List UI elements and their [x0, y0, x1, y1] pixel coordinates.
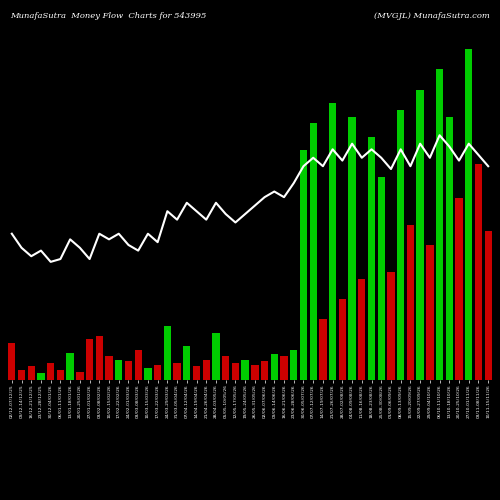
Bar [300, 150, 307, 380]
Bar [66, 353, 74, 380]
Bar [329, 103, 336, 380]
Bar [106, 356, 112, 380]
Bar [280, 356, 287, 380]
Bar [368, 137, 375, 380]
Bar [416, 90, 424, 380]
Bar [86, 340, 93, 380]
Bar [96, 336, 103, 380]
Bar [125, 361, 132, 380]
Bar [8, 343, 16, 380]
Bar [484, 232, 492, 380]
Bar [183, 346, 190, 380]
Bar [212, 332, 220, 380]
Bar [338, 299, 346, 380]
Bar [38, 373, 44, 380]
Bar [134, 350, 142, 380]
Bar [436, 70, 443, 380]
Bar [242, 360, 249, 380]
Bar [456, 198, 462, 380]
Bar [174, 363, 180, 380]
Bar [251, 365, 258, 380]
Bar [475, 164, 482, 380]
Bar [465, 49, 472, 380]
Bar [388, 272, 394, 380]
Bar [270, 354, 278, 380]
Bar [261, 361, 268, 380]
Bar [290, 350, 298, 380]
Bar [76, 372, 84, 380]
Bar [144, 368, 152, 380]
Text: MunafaSutra  Money Flow  Charts for 543995: MunafaSutra Money Flow Charts for 543995 [10, 12, 206, 20]
Bar [232, 363, 239, 380]
Bar [310, 124, 317, 380]
Bar [407, 224, 414, 380]
Bar [426, 245, 434, 380]
Bar [18, 370, 25, 380]
Bar [154, 365, 162, 380]
Bar [378, 178, 385, 380]
Bar [348, 116, 356, 380]
Bar [115, 360, 122, 380]
Bar [222, 356, 230, 380]
Bar [397, 110, 404, 380]
Bar [446, 116, 453, 380]
Text: (MVGJL) MunafaSutra.com: (MVGJL) MunafaSutra.com [374, 12, 490, 20]
Bar [164, 326, 171, 380]
Bar [28, 366, 35, 380]
Bar [320, 319, 326, 380]
Bar [193, 366, 200, 380]
Bar [202, 360, 210, 380]
Bar [57, 370, 64, 380]
Bar [358, 278, 366, 380]
Bar [47, 363, 54, 380]
